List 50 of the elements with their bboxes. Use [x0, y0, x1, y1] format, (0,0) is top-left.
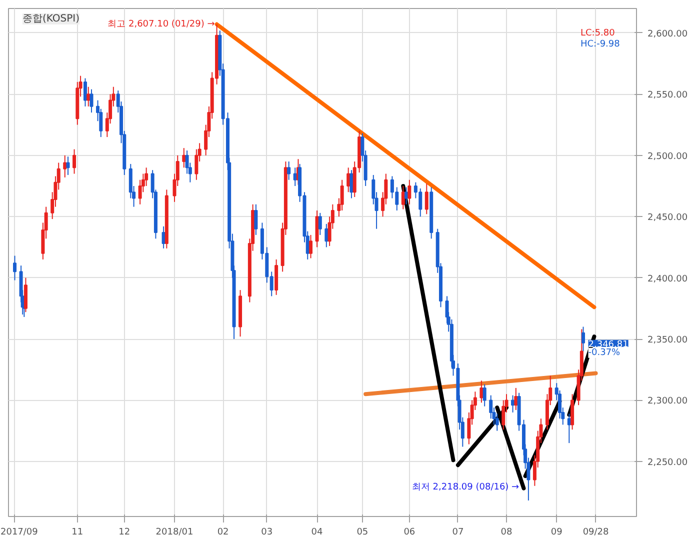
candlestick: [514, 387, 518, 411]
x-tick-label: 08: [500, 528, 513, 538]
candlestick: [90, 88, 94, 114]
candlestick: [66, 156, 70, 176]
y-tick-label: 2,600.00: [648, 29, 688, 40]
annotation: LC:5.80: [580, 28, 616, 38]
candlestick: [318, 212, 322, 236]
x-tick-label: 09/28: [582, 528, 610, 538]
y-tick-label: 2,300.00: [648, 396, 688, 407]
candlestick: [287, 161, 291, 180]
annotation: -0.37%: [588, 348, 621, 358]
candlestick: [424, 183, 428, 215]
candlestick: [511, 394, 515, 413]
candlestick: [83, 78, 87, 107]
x-tick-label: 05: [356, 528, 368, 538]
x-tick-label: 12: [118, 528, 130, 538]
x-tick-label: 11: [72, 528, 84, 538]
annotation: 최저 2,218.09 (08/16) →: [412, 482, 520, 492]
x-tick-label: 03: [261, 528, 273, 538]
annotation: HC:-9.98: [580, 40, 620, 50]
candlestick: [182, 148, 186, 168]
candlestick: [408, 179, 412, 205]
x-tick-label: 2018/01: [156, 528, 194, 538]
x-tick-label: 06: [404, 528, 416, 538]
x-tick-label: 07: [452, 528, 464, 538]
candlestick: [445, 296, 449, 324]
candlestick: [63, 154, 67, 178]
candlestick: [72, 148, 76, 174]
candlestick: [86, 86, 90, 107]
y-tick-label: 2,450.00: [648, 213, 688, 224]
candlestick: [582, 326, 586, 352]
y-tick-label: 2,350.00: [648, 336, 688, 346]
candlestick: [482, 384, 486, 407]
x-tick-label: 09: [550, 528, 563, 538]
candlestick: [309, 234, 313, 259]
x-tick-label: 2017/09: [0, 528, 38, 538]
candlestick: [254, 204, 258, 236]
candlestick: [480, 380, 484, 404]
y-tick-label: 2,250.00: [648, 458, 688, 468]
y-tick-label: 2,500.00: [648, 152, 688, 162]
y-tick-label: 2,550.00: [648, 90, 688, 101]
candlestick: [13, 255, 17, 281]
annotation: 최고 2,607.10 (01/29) →: [108, 19, 216, 30]
x-tick-label: 04: [311, 528, 324, 538]
y-tick-label: 2,400.00: [648, 274, 688, 284]
candlestick: [324, 223, 328, 248]
candlestick: [350, 170, 354, 199]
candlestick: [401, 185, 405, 210]
text: 종합(KOSPI): [22, 14, 80, 24]
x-tick-label: 02: [217, 528, 229, 538]
